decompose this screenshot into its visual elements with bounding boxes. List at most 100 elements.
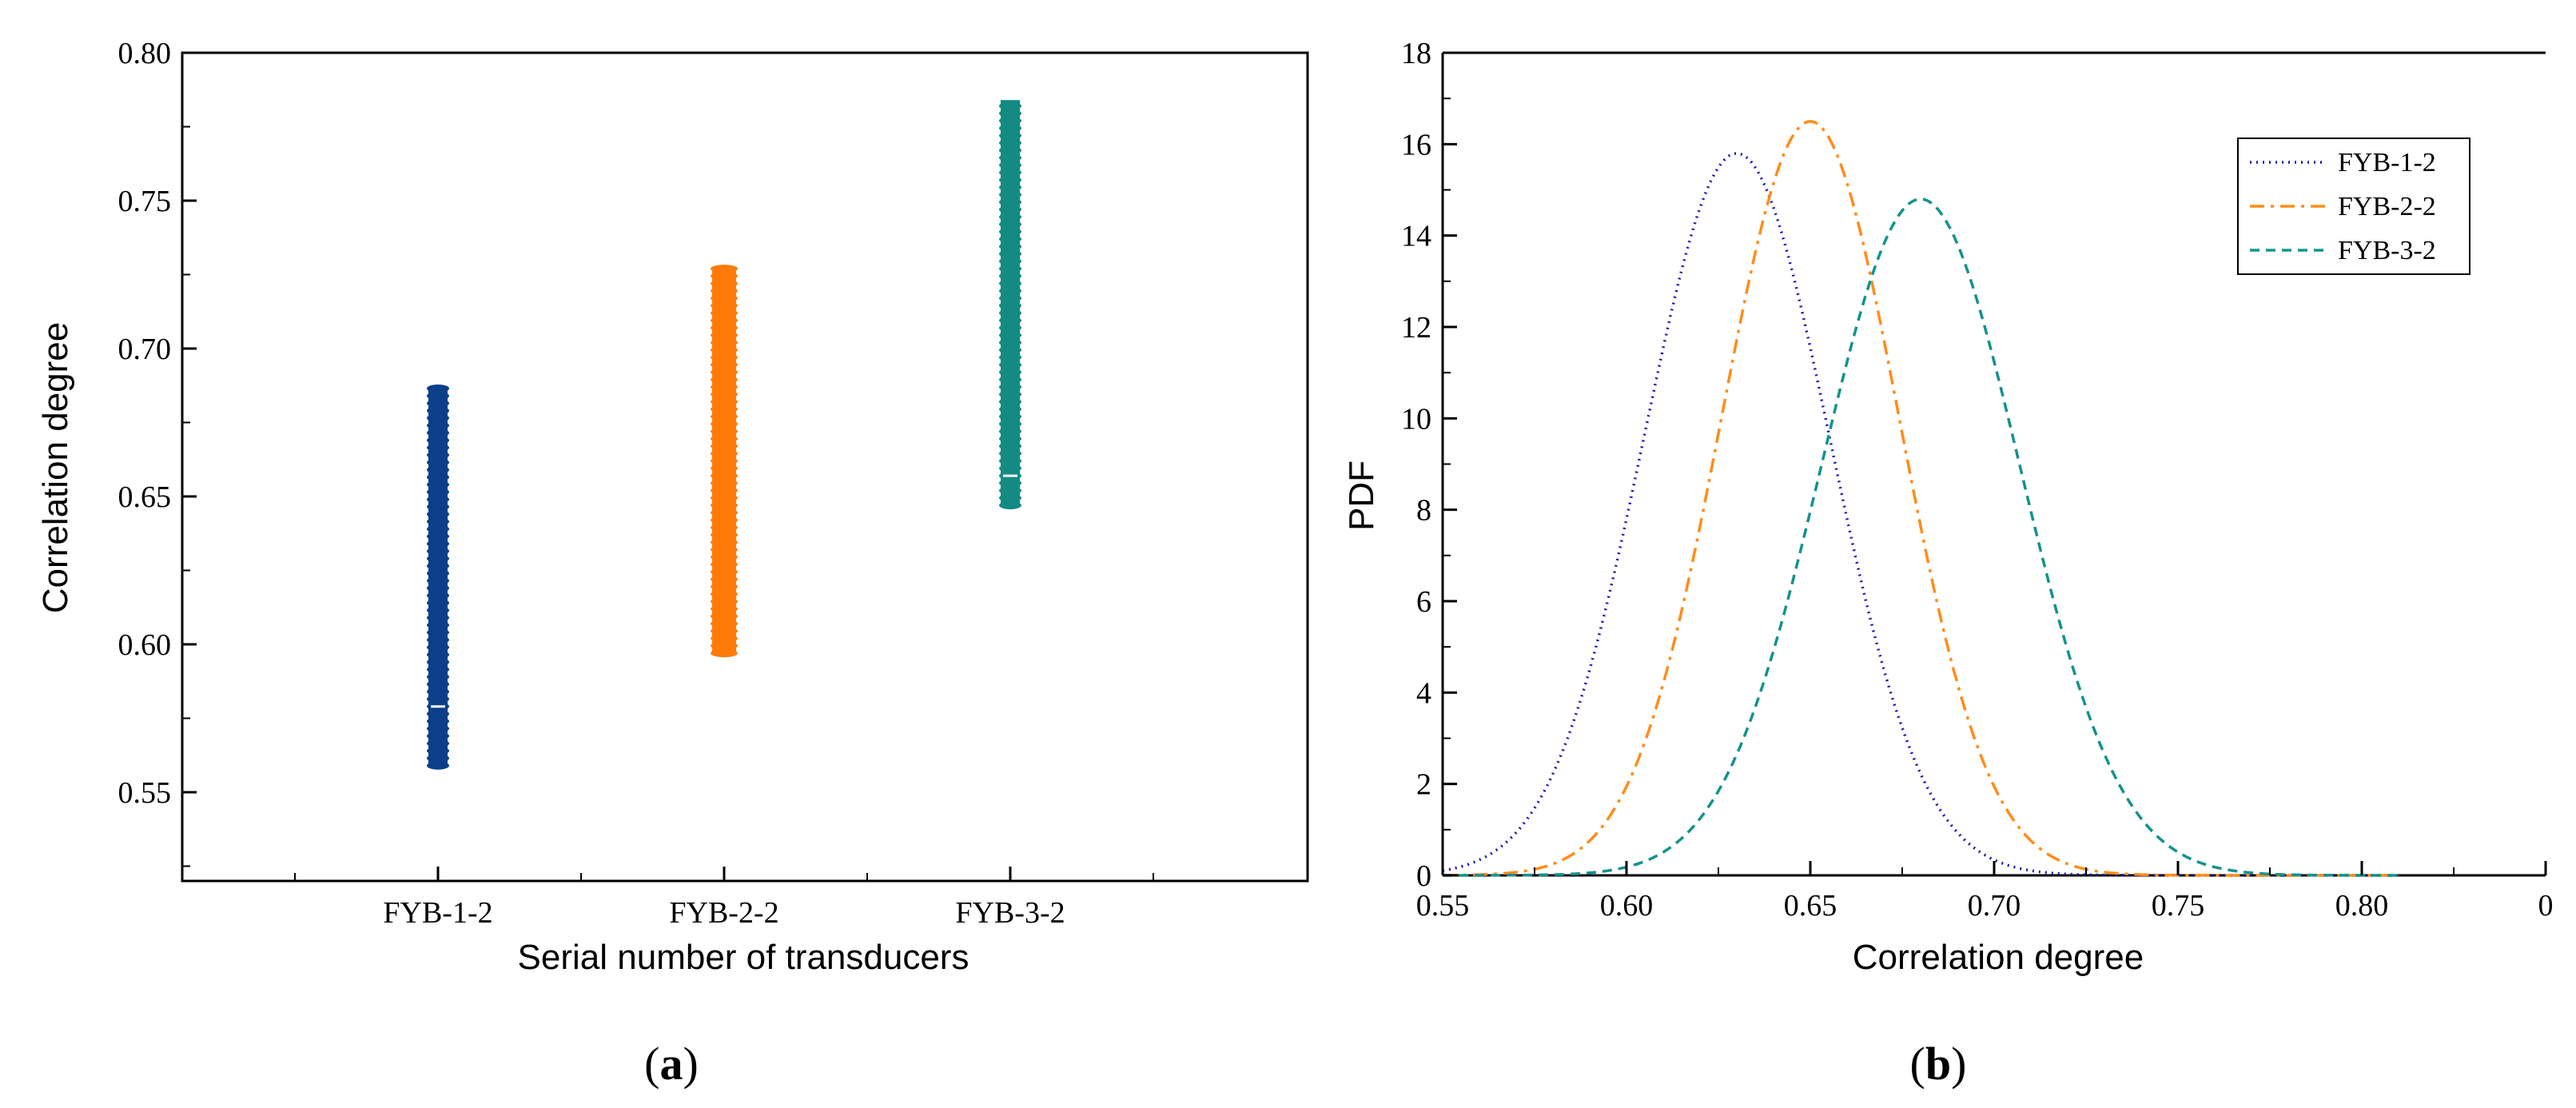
data-point-FYB-3-2 bbox=[999, 286, 1021, 295]
data-point-FYB-2-2 bbox=[711, 582, 738, 591]
data-point-FYB-3-2 bbox=[999, 249, 1021, 258]
data-point-FYB-1-2 bbox=[427, 406, 449, 415]
data-point-FYB-1-2 bbox=[427, 569, 449, 578]
data-point-FYB-1-2 bbox=[427, 672, 449, 681]
data-point-FYB-2-2 bbox=[711, 472, 738, 480]
data-point-FYB-2-2 bbox=[711, 301, 738, 310]
data-point-FYB-1-2 bbox=[427, 761, 449, 770]
data-point-FYB-1-2 bbox=[427, 480, 449, 489]
data-point-FYB-1-2 bbox=[427, 688, 449, 696]
data-point-FYB-2-2 bbox=[711, 272, 738, 281]
data-point-FYB-3-2 bbox=[999, 301, 1021, 310]
pdf-curves bbox=[1442, 120, 2399, 877]
y-axis-ticks-a: 0.55 0.60 0.65 0.70 0.75 0.80 bbox=[118, 37, 197, 867]
data-point-FYB-3-2 bbox=[999, 131, 1021, 140]
data-point-FYB-3-2 bbox=[999, 501, 1021, 510]
data-point-FYB-1-2 bbox=[427, 421, 449, 430]
panel-caption-a: (a) bbox=[644, 1038, 699, 1090]
data-point-FYB-2-2 bbox=[711, 575, 738, 584]
data-point-FYB-3-2 bbox=[999, 361, 1021, 369]
data-point-FYB-2-2 bbox=[711, 338, 738, 347]
x-axis-ticks-b: 0.55 0.60 0.65 0.70 0.75 0.80 0 bbox=[1416, 861, 2554, 923]
data-point-FYB-3-2 bbox=[999, 309, 1021, 317]
data-point-FYB-3-2 bbox=[999, 331, 1021, 340]
data-point-FYB-2-2 bbox=[711, 434, 738, 443]
data-point-FYB-1-2 bbox=[427, 488, 449, 496]
data-point-FYB-2-2 bbox=[711, 464, 738, 472]
data-point-FYB-3-2 bbox=[999, 345, 1021, 354]
data-point-FYB-3-2 bbox=[999, 316, 1021, 325]
data-point-FYB-1-2 bbox=[427, 709, 449, 718]
data-point-FYB-3-2 bbox=[999, 375, 1021, 384]
data-point-FYB-2-2 bbox=[711, 427, 738, 436]
x-axis-title-b: Correlation degree bbox=[1853, 938, 2144, 977]
data-point-FYB-2-2 bbox=[711, 620, 738, 628]
data-point-FYB-3-2 bbox=[999, 176, 1021, 185]
data-point-FYB-3-2 bbox=[999, 257, 1021, 265]
data-point-FYB-1-2 bbox=[427, 384, 449, 393]
x-tick-label-b: 0.80 bbox=[2335, 889, 2389, 923]
data-point-FYB-1-2 bbox=[427, 665, 449, 674]
data-point-FYB-3-2 bbox=[999, 493, 1021, 502]
x-tick-label-b: 0.60 bbox=[1600, 889, 1654, 923]
data-point-FYB-2-2 bbox=[711, 552, 738, 561]
data-point-FYB-3-2 bbox=[999, 242, 1021, 251]
data-point-FYB-3-2 bbox=[999, 205, 1021, 214]
panel-caption-b: (b) bbox=[1910, 1038, 1967, 1090]
data-point-FYB-2-2 bbox=[711, 383, 738, 392]
data-point-FYB-2-2 bbox=[711, 361, 738, 369]
data-point-FYB-3-2 bbox=[999, 279, 1021, 288]
data-point-FYB-3-2 bbox=[999, 272, 1021, 281]
data-point-FYB-2-2 bbox=[711, 286, 738, 295]
x-tick-label-a: FYB-2-2 bbox=[669, 896, 778, 930]
data-point-FYB-3-2 bbox=[999, 161, 1021, 169]
data-point-FYB-3-2 bbox=[999, 413, 1021, 421]
data-point-FYB-3-2 bbox=[999, 146, 1021, 155]
data-point-FYB-3-2 bbox=[999, 427, 1021, 436]
plot-frame-a bbox=[181, 51, 1309, 883]
data-point-FYB-1-2 bbox=[427, 524, 449, 533]
y-tick-label-b: 2 bbox=[1416, 768, 1431, 802]
data-point-FYB-2-2 bbox=[711, 324, 738, 333]
data-point-FYB-3-2 bbox=[999, 456, 1021, 465]
data-point-FYB-1-2 bbox=[427, 502, 449, 511]
data-point-FYB-1-2 bbox=[427, 436, 449, 444]
data-point-FYB-3-2 bbox=[999, 486, 1021, 495]
data-point-FYB-1-2 bbox=[427, 628, 449, 637]
data-point-FYB-1-2 bbox=[427, 443, 449, 452]
legend-label-FYB-2-2: FYB-2-2 bbox=[2338, 192, 2436, 221]
legend: FYB-1-2 FYB-2-2 FYB-3-2 bbox=[2237, 138, 2470, 275]
data-point-FYB-3-2 bbox=[999, 265, 1021, 273]
legend-label-FYB-1-2: FYB-1-2 bbox=[2338, 148, 2436, 177]
data-point-FYB-3-2 bbox=[999, 479, 1021, 488]
data-point-FYB-1-2 bbox=[427, 547, 449, 556]
data-point-FYB-2-2 bbox=[711, 538, 738, 547]
y-tick-label-b: 8 bbox=[1416, 494, 1431, 528]
data-point-FYB-3-2 bbox=[999, 442, 1021, 451]
x-tick-label-a: FYB-3-2 bbox=[955, 896, 1065, 930]
data-point-FYB-1-2 bbox=[427, 754, 449, 763]
y-tick-label-a: 0.65 bbox=[118, 480, 172, 514]
data-point-FYB-1-2 bbox=[427, 747, 449, 755]
data-point-FYB-3-2 bbox=[999, 213, 1021, 221]
data-point-FYB-3-2 bbox=[999, 153, 1021, 162]
data-point-FYB-1-2 bbox=[427, 599, 449, 608]
pdf-curve-FYB-3-2 bbox=[1443, 197, 2399, 877]
data-point-FYB-1-2 bbox=[427, 739, 449, 747]
data-point-FYB-2-2 bbox=[711, 479, 738, 488]
data-point-FYB-1-2 bbox=[427, 554, 449, 563]
data-point-FYB-3-2 bbox=[999, 227, 1021, 236]
data-point-FYB-1-2 bbox=[427, 724, 449, 733]
data-point-FYB-2-2 bbox=[711, 545, 738, 554]
data-point-FYB-2-2 bbox=[711, 375, 738, 384]
data-point-FYB-3-2 bbox=[999, 338, 1021, 347]
data-point-FYB-1-2 bbox=[427, 458, 449, 467]
y-tick-label-b: 14 bbox=[1401, 220, 1431, 253]
x-tick-label-b: 0.55 bbox=[1416, 889, 1470, 923]
x-tick-label-b: 0 bbox=[2538, 889, 2554, 923]
data-point-FYB-1-2 bbox=[427, 413, 449, 422]
data-point-FYB-3-2 bbox=[999, 138, 1021, 147]
data-point-FYB-2-2 bbox=[711, 590, 738, 599]
data-point-FYB-3-2 bbox=[999, 464, 1021, 472]
data-point-FYB-1-2 bbox=[427, 650, 449, 659]
